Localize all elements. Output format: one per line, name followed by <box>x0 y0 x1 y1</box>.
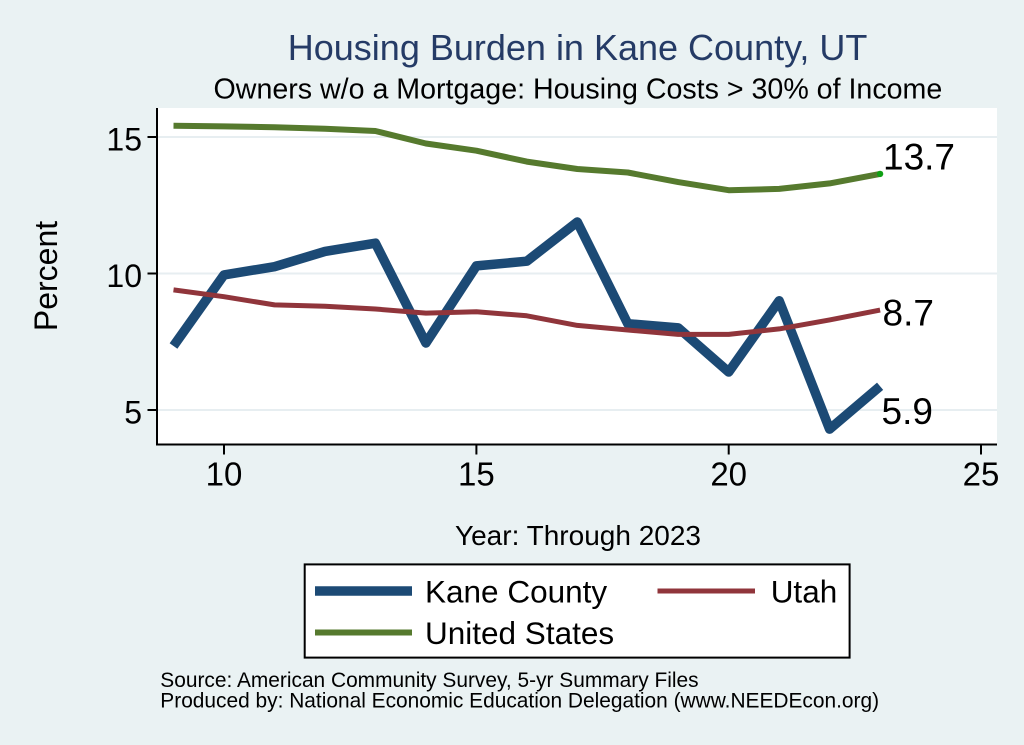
svg-text:Source: American Community Sur: Source: American Community Survey, 5-yr … <box>160 669 698 692</box>
svg-text:10: 10 <box>206 455 243 492</box>
svg-text:13.7: 13.7 <box>883 137 955 178</box>
svg-text:Percent: Percent <box>28 221 64 331</box>
svg-text:5.9: 5.9 <box>882 391 933 432</box>
svg-text:United States: United States <box>425 615 614 651</box>
svg-text:Kane County: Kane County <box>425 574 607 610</box>
svg-text:Utah: Utah <box>771 574 838 610</box>
svg-text:15: 15 <box>458 455 495 492</box>
svg-text:15: 15 <box>106 122 142 158</box>
svg-text:25: 25 <box>963 455 1000 492</box>
svg-text:20: 20 <box>710 455 747 492</box>
svg-text:Year: Through 2023: Year: Through 2023 <box>455 520 701 551</box>
svg-text:5: 5 <box>124 395 142 431</box>
svg-text:Housing Burden in Kane County,: Housing Burden in Kane County, UT <box>288 27 868 68</box>
svg-text:8.7: 8.7 <box>883 293 934 334</box>
svg-text:Owners w/o a Mortgage: Housing: Owners w/o a Mortgage: Housing Costs > 3… <box>214 73 943 105</box>
svg-text:10: 10 <box>106 258 142 294</box>
svg-text:Produced by: National Economic: Produced by: National Economic Education… <box>160 690 879 713</box>
